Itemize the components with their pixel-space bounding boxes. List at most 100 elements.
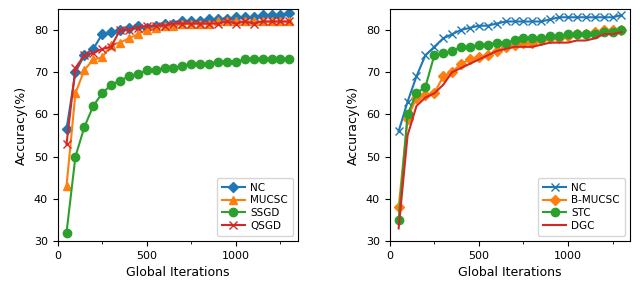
DGC	[573, 39, 580, 42]
MUCSC	[214, 20, 222, 23]
STC	[475, 43, 483, 46]
SSGD	[241, 58, 248, 61]
NC	[547, 18, 554, 21]
STC	[538, 37, 545, 40]
MUCSC	[170, 24, 177, 27]
SSGD	[214, 60, 222, 64]
QSGD	[205, 22, 213, 25]
STC	[422, 85, 429, 89]
MUCSC	[259, 20, 266, 23]
MUCSC	[188, 22, 195, 25]
QSGD	[223, 20, 231, 23]
STC	[493, 41, 500, 44]
QSGD	[90, 51, 97, 55]
SSGD	[63, 231, 70, 234]
QSGD	[63, 142, 70, 146]
NC	[422, 54, 429, 57]
NC	[205, 18, 213, 21]
NC	[232, 16, 240, 19]
DGC	[448, 70, 456, 74]
MUCSC	[241, 20, 248, 23]
B-MUCSC	[618, 28, 625, 32]
B-MUCSC	[556, 37, 563, 40]
NC	[268, 14, 275, 17]
SSGD	[116, 79, 124, 82]
MUCSC	[116, 41, 124, 44]
Y-axis label: Accuracy(%): Accuracy(%)	[348, 85, 360, 165]
SSGD	[205, 62, 213, 66]
DGC	[457, 66, 465, 70]
X-axis label: Global Iterations: Global Iterations	[458, 266, 562, 279]
DGC	[591, 37, 598, 40]
MUCSC	[223, 20, 231, 23]
QSGD	[214, 22, 222, 25]
STC	[600, 30, 607, 34]
Line: QSGD: QSGD	[62, 17, 294, 148]
NC	[573, 16, 580, 19]
MUCSC	[72, 91, 79, 95]
MUCSC	[250, 20, 257, 23]
NC	[223, 18, 231, 21]
NC	[600, 16, 607, 19]
NC	[196, 20, 204, 23]
DGC	[404, 134, 412, 137]
B-MUCSC	[404, 117, 412, 120]
NC	[116, 28, 124, 32]
SSGD	[90, 104, 97, 108]
NC	[502, 20, 509, 23]
NC	[152, 24, 159, 27]
SSGD	[223, 60, 231, 64]
STC	[618, 28, 625, 32]
SSGD	[285, 58, 293, 61]
NC	[161, 22, 168, 25]
MUCSC	[179, 22, 186, 25]
MUCSC	[81, 68, 88, 72]
DGC	[502, 47, 509, 51]
STC	[529, 37, 536, 40]
STC	[573, 32, 580, 36]
NC	[466, 26, 474, 30]
NC	[99, 32, 106, 36]
NC	[250, 16, 257, 19]
NC	[511, 20, 518, 23]
QSGD	[179, 22, 186, 25]
B-MUCSC	[422, 93, 429, 97]
Line: STC: STC	[394, 26, 626, 224]
NC	[134, 24, 141, 27]
QSGD	[259, 20, 266, 23]
DGC	[538, 43, 545, 46]
STC	[395, 218, 403, 222]
NC	[214, 18, 222, 21]
STC	[484, 43, 492, 46]
NC	[457, 28, 465, 32]
QSGD	[170, 22, 177, 25]
QSGD	[72, 66, 79, 70]
NC	[538, 20, 545, 23]
NC	[448, 32, 456, 36]
SSGD	[99, 91, 106, 95]
SSGD	[188, 62, 195, 66]
DGC	[413, 104, 420, 108]
SSGD	[259, 58, 266, 61]
DGC	[582, 39, 589, 42]
DGC	[484, 54, 492, 57]
QSGD	[116, 28, 124, 32]
Line: NC: NC	[63, 10, 293, 133]
QSGD	[268, 20, 275, 23]
NC	[582, 16, 589, 19]
B-MUCSC	[609, 28, 616, 32]
QSGD	[134, 26, 141, 30]
DGC	[466, 62, 474, 66]
Line: NC: NC	[394, 11, 626, 136]
QSGD	[99, 47, 106, 51]
STC	[511, 39, 518, 42]
STC	[520, 37, 527, 40]
MUCSC	[134, 32, 141, 36]
SSGD	[276, 58, 284, 61]
MUCSC	[90, 58, 97, 61]
QSGD	[143, 24, 150, 27]
B-MUCSC	[448, 70, 456, 74]
STC	[440, 51, 447, 55]
SSGD	[125, 75, 132, 78]
MUCSC	[268, 20, 275, 23]
